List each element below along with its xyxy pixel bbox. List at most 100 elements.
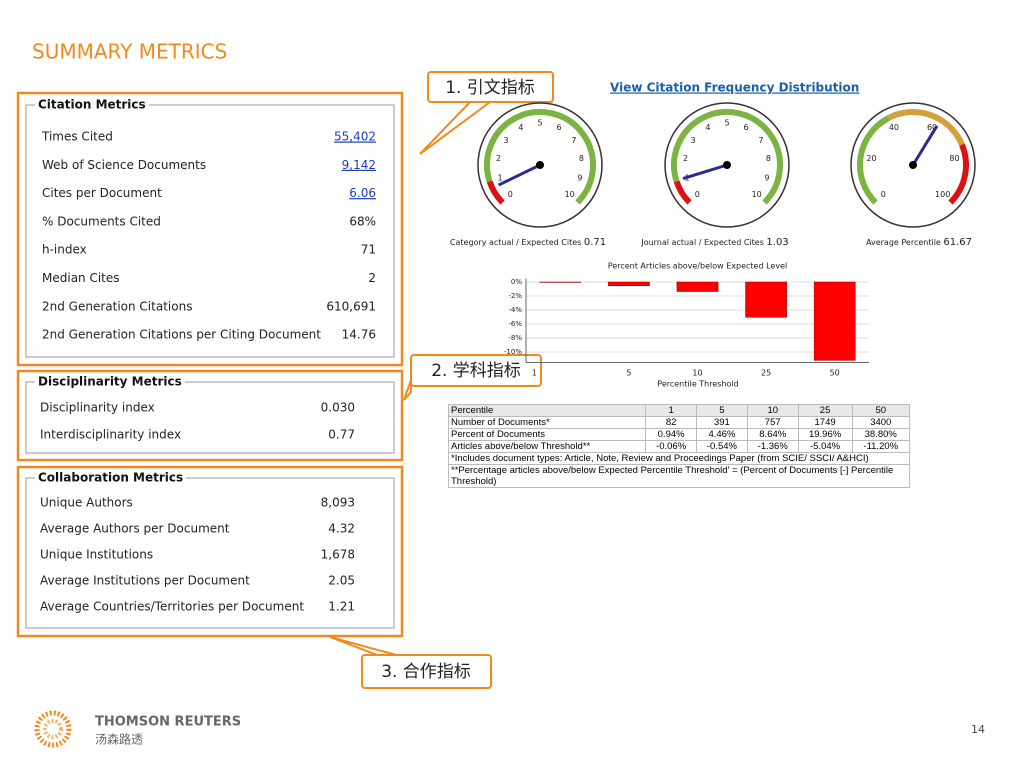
table-cell: -11.20% bbox=[851, 440, 911, 453]
box bbox=[16, 91, 404, 367]
gauge-tick-label: 1 bbox=[498, 173, 503, 182]
table-cell: Number of Documents* bbox=[447, 416, 647, 429]
table-cell: 757 bbox=[746, 416, 799, 429]
gauge-band bbox=[673, 180, 692, 205]
metric-label: 2nd Generation Citations per Citing Docu… bbox=[42, 328, 321, 342]
gauge-tick-label: 40 bbox=[889, 123, 899, 132]
bar bbox=[813, 281, 856, 361]
header-cell: Percentile bbox=[447, 404, 647, 417]
gauge-band bbox=[857, 115, 891, 205]
panel-frame bbox=[25, 104, 395, 358]
gauge-tick-label: 2 bbox=[683, 154, 688, 163]
callout bbox=[427, 71, 554, 103]
gauge-needle bbox=[682, 163, 728, 181]
slide-title: SUMMARY METRICS bbox=[32, 40, 227, 64]
y-tick-label: 0% bbox=[511, 278, 522, 286]
metric-link[interactable]: 9,142 bbox=[342, 158, 376, 172]
company: THOMSON REUTERS bbox=[95, 715, 241, 730]
table-cell: -1.36% bbox=[746, 440, 799, 453]
gauge-band bbox=[887, 109, 965, 146]
gauge-tick-label: 6 bbox=[744, 123, 749, 132]
table-cell: -0.54% bbox=[696, 440, 748, 453]
note-row: *Includes document types: Article, Note,… bbox=[448, 452, 910, 465]
callout-text: 2. 学科指标 bbox=[431, 361, 521, 381]
metric-value: 4.32 bbox=[328, 522, 355, 536]
metric-label: Unique Institutions bbox=[40, 548, 153, 562]
metric-value: 0.77 bbox=[328, 428, 355, 442]
note-row: **Percentage articles above/below Expect… bbox=[448, 464, 910, 488]
metric-label: Average Institutions per Document bbox=[40, 574, 250, 588]
chart-title: Percent Articles above/below Expected Le… bbox=[608, 262, 787, 271]
percentile-table: Percentile 1 5 10 25 50 Number of Documents* 82… bbox=[447, 404, 911, 488]
gauge-band bbox=[484, 109, 596, 205]
metric-link[interactable]: 6.06 bbox=[349, 186, 376, 200]
gauge-tick-label: 5 bbox=[537, 119, 542, 128]
table-cell: -0.06% bbox=[645, 440, 698, 453]
panel-title-bg bbox=[35, 97, 149, 112]
table-cell: 19.96% bbox=[797, 428, 853, 441]
gauge-tick-label: 6 bbox=[557, 123, 562, 132]
gauge-caption-text: Category actual / Expected Cites bbox=[450, 238, 581, 247]
gauge-caption: Journal actual / Expected Cites 1.03 bbox=[640, 237, 788, 248]
metric-label: Disciplinarity index bbox=[40, 401, 155, 415]
header-cell: 25 bbox=[797, 404, 853, 417]
metric-value: 2.05 bbox=[328, 574, 355, 588]
metric-label: Interdisciplinarity index bbox=[40, 428, 181, 442]
y-tick-label: -10% bbox=[504, 348, 522, 356]
x-axis-label: Percentile Threshold bbox=[657, 380, 738, 389]
box bbox=[16, 369, 404, 462]
table-cell: 391 bbox=[696, 416, 748, 429]
gauge-caption-text: Journal actual / Expected Cites bbox=[640, 238, 764, 247]
table-cell: 38.80% bbox=[851, 428, 911, 441]
callout-text: 3. 合作指标 bbox=[381, 662, 471, 682]
panel-title: Citation Metrics bbox=[38, 98, 146, 112]
x-tick-label: 1 bbox=[532, 369, 537, 378]
metric-link[interactable]: 55,402 bbox=[334, 130, 376, 144]
metric-value: 2 bbox=[368, 271, 376, 285]
y-tick-label: -4% bbox=[508, 306, 522, 314]
callout-pointer bbox=[329, 636, 401, 657]
gauge-hub bbox=[909, 161, 917, 169]
table-row: Articles above/below Threshold** -0.06% -0… bbox=[447, 440, 911, 453]
gauge-caption: Average Percentile 61.67 bbox=[866, 237, 972, 248]
metric-value: 68% bbox=[349, 214, 376, 228]
gauge-caption-text: Average Percentile bbox=[866, 238, 941, 247]
logo bbox=[34, 710, 72, 748]
table-row: Percent of Documents 0.94% 4.46% 8.64% 19.96… bbox=[447, 428, 911, 441]
panel-title: Disciplinarity Metrics bbox=[38, 375, 182, 389]
callout bbox=[361, 654, 492, 689]
table-cell: Articles above/below Threshold** bbox=[447, 440, 647, 453]
x-tick-label: 5 bbox=[626, 369, 631, 378]
table-cell: 4.46% bbox=[696, 428, 748, 441]
table-cell: Percent of Documents bbox=[447, 428, 647, 441]
table-cell: 1749 bbox=[797, 416, 853, 429]
gauge-tick-label: 60 bbox=[927, 123, 937, 132]
gauge-value: 61.67 bbox=[943, 237, 972, 248]
table-cell: 3400 bbox=[851, 416, 911, 429]
gauge-tick-label: 9 bbox=[764, 173, 769, 182]
gauge-tick-label: 7 bbox=[571, 136, 576, 145]
callout-text: 1. 引文指标 bbox=[445, 78, 535, 98]
table-cell: 0.94% bbox=[645, 428, 698, 441]
metric-label: Times Cited bbox=[41, 130, 113, 144]
table-cell: -5.04% bbox=[797, 440, 853, 453]
gauge-tick-label: 0 bbox=[881, 190, 886, 199]
metric-label: Web of Science Documents bbox=[42, 158, 206, 172]
bar bbox=[676, 281, 719, 292]
gauge-tick-label: 9 bbox=[577, 173, 582, 182]
gauge-tick-label: 80 bbox=[949, 154, 959, 163]
distribution-link[interactable]: View Citation Frequency Distribution bbox=[610, 81, 859, 95]
gauge-caption: Category actual / Expected Cites 0.71 bbox=[450, 237, 606, 248]
header-cell: 5 bbox=[696, 404, 748, 417]
gauge-hub bbox=[723, 161, 731, 169]
gauge-tick-label: 4 bbox=[518, 123, 523, 132]
gauge-value: 1.03 bbox=[766, 237, 788, 248]
callout-pointer bbox=[419, 101, 494, 155]
metric-value: 14.76 bbox=[342, 328, 376, 342]
callout-pointer bbox=[403, 379, 412, 401]
gauge-needle bbox=[497, 163, 541, 187]
metric-value: 8,093 bbox=[321, 496, 355, 510]
header-cell: 10 bbox=[746, 404, 799, 417]
metric-value: 1,678 bbox=[321, 548, 355, 562]
